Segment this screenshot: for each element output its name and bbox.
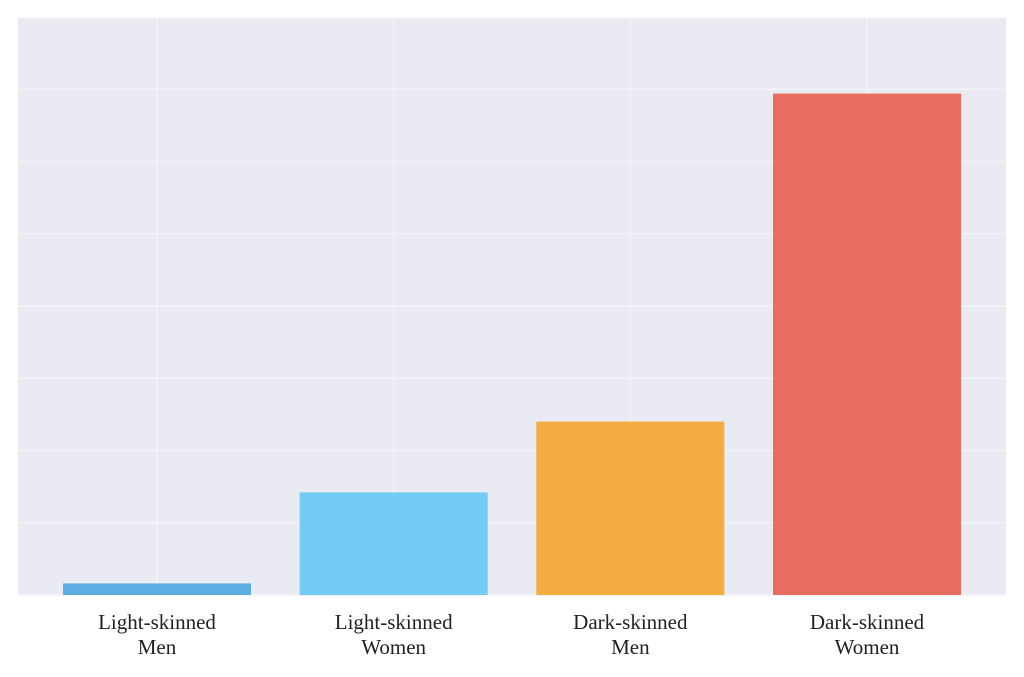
x-tick-label-2: Dark-skinned Men xyxy=(573,610,688,659)
x-tick-label-0-line-1: Men xyxy=(138,635,177,659)
bars xyxy=(63,93,962,596)
x-tick-label-3: Dark-skinned Women xyxy=(810,610,925,659)
x-tick-label-3-line-1: Women xyxy=(835,635,900,659)
x-tick-label-2-line-1: Men xyxy=(611,635,650,659)
x-tick-label-1: Light-skinned Women xyxy=(335,610,453,659)
bar-0 xyxy=(63,583,251,595)
x-tick-label-3-line-0: Dark-skinned xyxy=(810,610,925,634)
x-tick-label-0: Light-skinned Men xyxy=(98,610,216,659)
bar-2 xyxy=(536,421,725,595)
x-tick-label-1-line-0: Light-skinned xyxy=(335,610,453,634)
x-tick-label-0-line-0: Light-skinned xyxy=(98,610,216,634)
bar-3 xyxy=(773,93,962,596)
x-tick-label-2-line-0: Dark-skinned xyxy=(573,610,688,634)
bar-1 xyxy=(299,492,488,595)
x-tick-label-1-line-1: Women xyxy=(361,635,426,659)
